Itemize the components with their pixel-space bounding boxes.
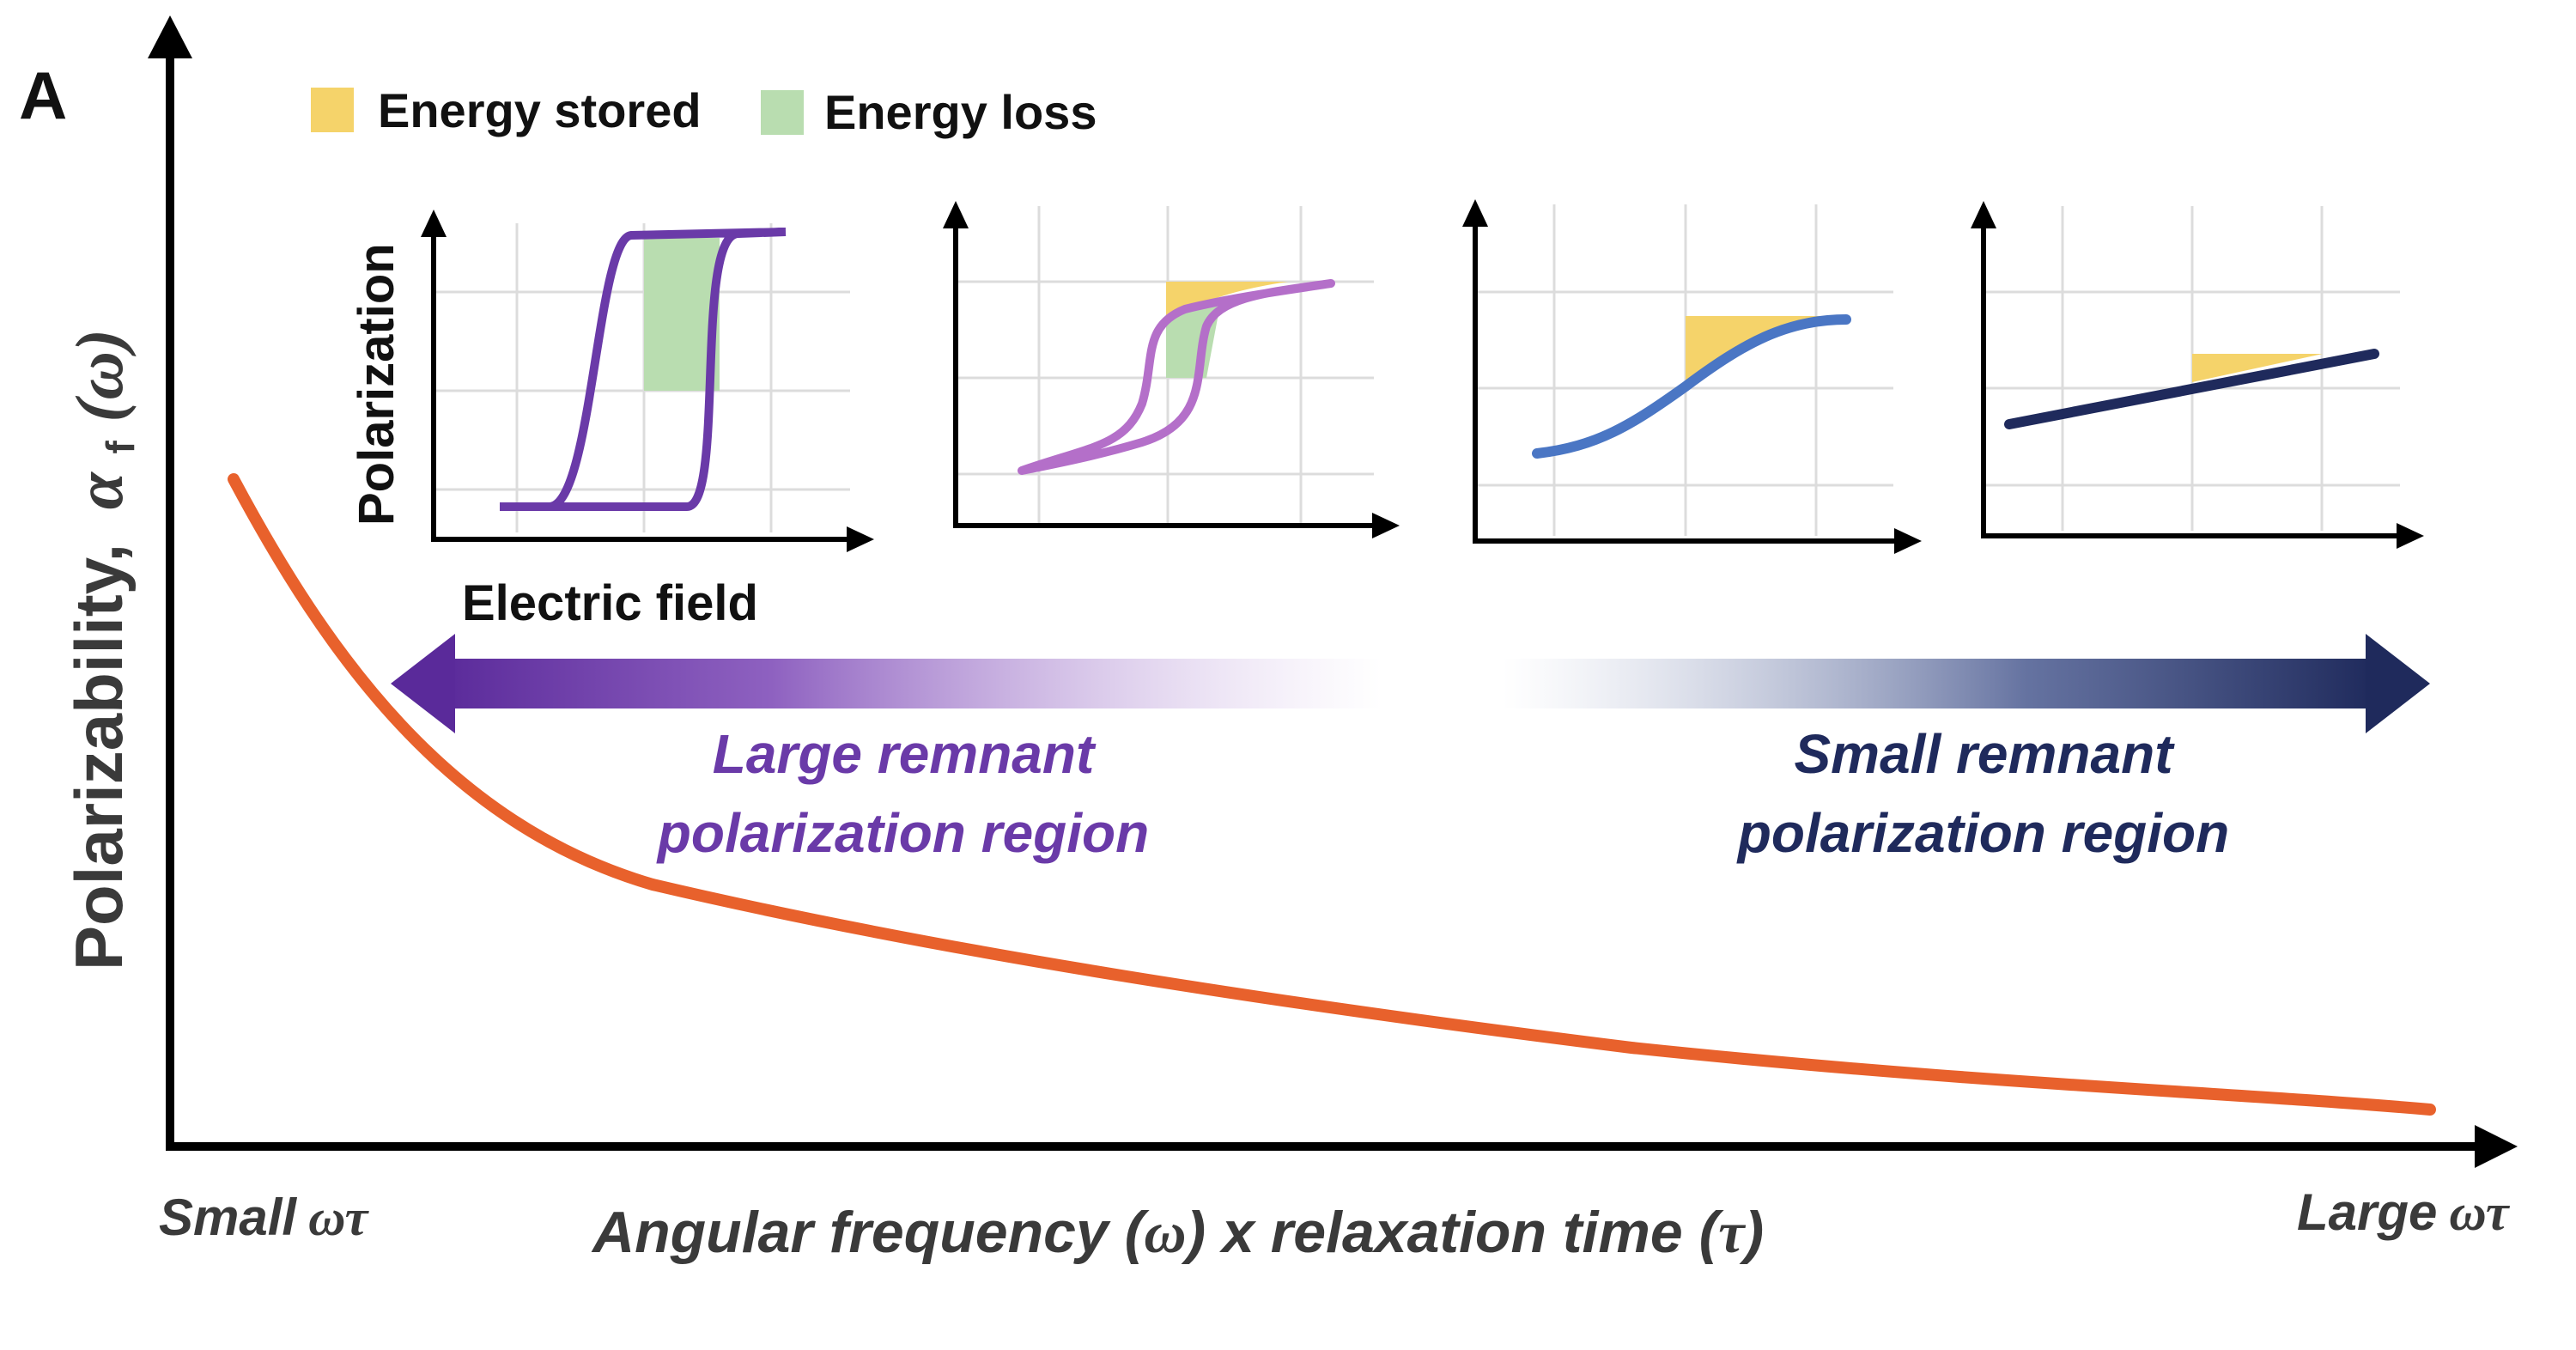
left-region-arrow-shaft xyxy=(442,659,1382,708)
left-region-label: Large remnant polarization region xyxy=(656,723,1149,864)
inset-3-weak-nonlinear xyxy=(1462,199,1922,554)
inset-3-x-arrowhead xyxy=(1894,528,1922,554)
right-region-arrow-shaft xyxy=(1503,659,2374,708)
right-region-line-1: Small remnant xyxy=(1794,723,2175,785)
inset-y-axis-label: Polarization xyxy=(349,243,404,526)
legend: Energy stored Energy loss xyxy=(311,83,1097,139)
inset-1-y-arrowhead xyxy=(421,210,447,237)
inset-2-hysteresis-loop xyxy=(1018,279,1335,475)
x-axis-arrowhead xyxy=(2475,1125,2518,1168)
region-arrows xyxy=(391,634,2430,733)
inset-4-linear-dielectric xyxy=(1971,201,2424,549)
right-region-arrowhead xyxy=(2366,634,2430,733)
inset-4-x-arrowhead xyxy=(2397,523,2424,549)
inset-2-energy-stored-area xyxy=(1166,282,1288,323)
inset-x-axis-label: Electric field xyxy=(462,575,758,631)
inset-4-polarization-line xyxy=(2004,349,2379,429)
x-axis-left-end-label: Small ωτ xyxy=(159,1189,370,1246)
inset-2-x-arrowhead xyxy=(1372,513,1400,538)
right-region-line-2: polarization region xyxy=(1736,802,2229,864)
legend-swatch-energy-stored xyxy=(311,88,354,132)
inset-3-polarization-curve xyxy=(1532,314,1851,459)
inset-4-y-arrowhead xyxy=(1971,201,1996,228)
x-axis-label: Angular frequency (ω) x relaxation time … xyxy=(591,1200,1764,1265)
inset-1-energy-loss-area xyxy=(644,238,720,391)
inset-1-x-arrowhead xyxy=(847,526,874,552)
x-axis-right-end-label: Large ωτ xyxy=(2297,1183,2511,1241)
inset-2-slim-hysteresis xyxy=(943,201,1400,538)
inset-3-grid xyxy=(1475,204,1893,536)
legend-label-energy-stored: Energy stored xyxy=(378,83,702,137)
polarizability-curve xyxy=(228,473,2436,1116)
right-region-label: Small remnant polarization region xyxy=(1736,723,2229,864)
inset-3-energy-stored-area xyxy=(1686,316,1838,386)
inset-1-large-hysteresis: Polarization Electric field xyxy=(349,210,874,631)
inset-3-y-arrowhead xyxy=(1462,199,1488,227)
left-region-line-2: polarization region xyxy=(656,802,1149,864)
inset-4-grid xyxy=(1984,206,2400,531)
inset-4-energy-stored-area xyxy=(2192,354,2323,382)
left-region-line-1: Large remnant xyxy=(713,723,1097,785)
y-axis-arrowhead xyxy=(148,15,192,58)
panel-label: A xyxy=(19,58,67,133)
inset-2-grid xyxy=(956,206,1374,526)
left-region-arrowhead xyxy=(391,634,455,733)
legend-label-energy-loss: Energy loss xyxy=(824,85,1097,139)
inset-2-y-arrowhead xyxy=(943,201,969,228)
inset-1-grid xyxy=(434,223,850,532)
main-axes xyxy=(166,43,2490,1151)
y-axis-label: Polarizability, α f (ω) xyxy=(61,329,149,970)
legend-swatch-energy-loss xyxy=(761,90,804,135)
inset-1-hysteresis-loop xyxy=(500,228,787,511)
